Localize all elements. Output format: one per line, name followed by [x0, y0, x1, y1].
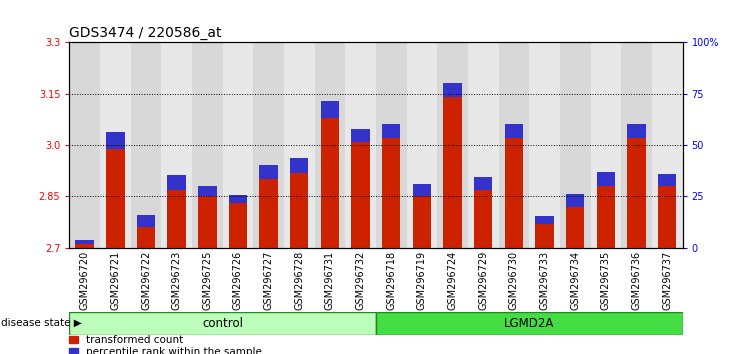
- Bar: [315, 42, 345, 248]
- Bar: [131, 42, 161, 248]
- Bar: [468, 42, 499, 248]
- Bar: [320, 118, 339, 248]
- Bar: [198, 196, 217, 248]
- Text: LGMD2A: LGMD2A: [504, 316, 555, 330]
- Bar: [167, 190, 186, 248]
- Bar: [627, 124, 646, 138]
- Bar: [535, 224, 554, 248]
- Bar: [437, 42, 468, 248]
- Bar: [290, 158, 309, 172]
- Bar: [474, 177, 493, 190]
- Bar: [376, 42, 407, 248]
- Bar: [474, 190, 493, 248]
- Bar: [652, 42, 683, 248]
- Bar: [259, 165, 278, 179]
- Bar: [596, 172, 615, 186]
- Bar: [100, 42, 131, 248]
- Legend: transformed count, percentile rank within the sample: transformed count, percentile rank withi…: [69, 335, 262, 354]
- Bar: [566, 207, 585, 248]
- Bar: [535, 216, 554, 224]
- Bar: [137, 215, 155, 227]
- Bar: [412, 184, 431, 196]
- Bar: [443, 83, 462, 97]
- Bar: [499, 42, 529, 248]
- Bar: [591, 42, 621, 248]
- Bar: [627, 138, 646, 248]
- Bar: [560, 42, 591, 248]
- Bar: [376, 312, 683, 335]
- Bar: [106, 132, 125, 149]
- Bar: [290, 172, 309, 248]
- Bar: [137, 227, 155, 248]
- Bar: [192, 42, 223, 248]
- Bar: [320, 101, 339, 118]
- Bar: [345, 42, 376, 248]
- Bar: [106, 149, 125, 248]
- Bar: [407, 42, 437, 248]
- Bar: [284, 42, 315, 248]
- Bar: [412, 196, 431, 248]
- Bar: [382, 124, 401, 138]
- Bar: [253, 42, 284, 248]
- Bar: [658, 174, 677, 186]
- Bar: [228, 203, 247, 248]
- Text: disease state ▶: disease state ▶: [1, 318, 82, 328]
- Bar: [198, 186, 217, 196]
- Bar: [75, 244, 94, 248]
- Text: control: control: [202, 316, 243, 330]
- Bar: [351, 142, 370, 248]
- Bar: [621, 42, 652, 248]
- Bar: [443, 97, 462, 248]
- Bar: [504, 138, 523, 248]
- Bar: [259, 179, 278, 248]
- Bar: [69, 312, 376, 335]
- Bar: [69, 42, 100, 248]
- Bar: [658, 186, 677, 248]
- Bar: [223, 42, 253, 248]
- Bar: [75, 240, 94, 244]
- Bar: [351, 130, 370, 142]
- Bar: [382, 138, 401, 248]
- Bar: [167, 175, 186, 190]
- Bar: [566, 194, 585, 207]
- Bar: [529, 42, 560, 248]
- Bar: [228, 195, 247, 203]
- Text: GDS3474 / 220586_at: GDS3474 / 220586_at: [69, 26, 222, 40]
- Bar: [504, 124, 523, 138]
- Bar: [161, 42, 192, 248]
- Bar: [596, 186, 615, 248]
